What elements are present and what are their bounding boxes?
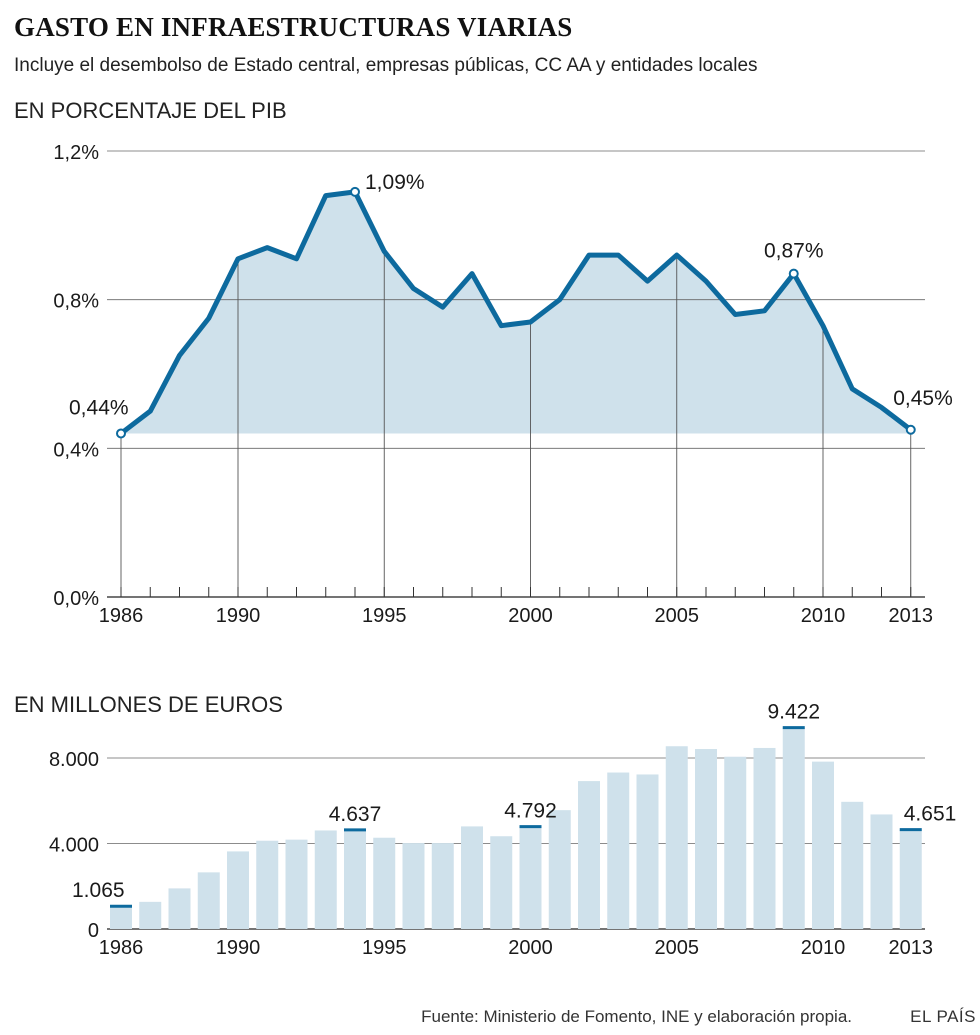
pib-xtick-label: 2013 — [889, 605, 934, 627]
euros-value-label: 4.792 — [504, 800, 557, 823]
pib-value-label: 0,87% — [764, 240, 824, 263]
euros-bar — [870, 814, 893, 929]
euros-xtick-label: 2000 — [508, 937, 553, 959]
euros-bar — [607, 772, 630, 929]
euros-section-label: EN MILLONES DE EUROS — [14, 692, 283, 717]
chart-subtitle: Incluye el desembolso de Estado central,… — [14, 55, 758, 76]
euros-bar — [724, 756, 747, 929]
euros-value-label: 4.637 — [329, 803, 382, 826]
euros-bar — [285, 839, 308, 929]
pib-point-marker — [905, 424, 916, 435]
euros-bar — [431, 843, 454, 929]
pib-ytick-label: 0,8% — [53, 291, 99, 313]
pib-point-marker — [116, 428, 126, 439]
pib-point-marker — [788, 268, 799, 279]
pib-value-label: 0,45% — [893, 387, 953, 410]
euros-bar — [402, 843, 425, 929]
euros-value-label: 1.065 — [72, 879, 125, 902]
pib-xtick-label: 1986 — [99, 605, 144, 627]
euros-bar — [665, 746, 688, 929]
pib-xtick-label: 1995 — [362, 605, 407, 627]
pib-value-label: 0,44% — [69, 396, 129, 419]
pib-ytick-label: 0,0% — [53, 588, 99, 610]
pib-ytick-label: 1,2% — [53, 142, 99, 164]
euros-bar — [373, 837, 396, 929]
euros-bar — [578, 781, 600, 929]
euros-bar — [841, 801, 864, 929]
euros-bar — [899, 829, 922, 929]
pib-xtick-label: 2010 — [801, 605, 846, 627]
pib-xtick-label: 2000 — [508, 605, 553, 627]
pib-line — [118, 189, 914, 436]
euros-bar — [636, 774, 659, 929]
euros-bar — [548, 810, 571, 929]
pib-value-label: 1,09% — [365, 171, 425, 194]
euros-bar — [461, 826, 483, 929]
pib-point-marker — [350, 186, 360, 197]
euros-bar — [782, 727, 805, 929]
euros-bar — [256, 840, 279, 929]
euros-bar — [519, 826, 542, 929]
euros-bar — [812, 761, 834, 929]
euros-ytick-label: 0 — [88, 920, 99, 942]
euros-bar — [753, 747, 776, 929]
euros-bar — [110, 906, 132, 929]
euros-xtick-label: 2013 — [889, 937, 934, 959]
euros-xtick-label: 1986 — [99, 937, 144, 959]
euros-bar — [168, 888, 191, 929]
euros-bar — [139, 901, 162, 929]
euros-bar — [344, 829, 366, 929]
pib-xtick-label: 1990 — [216, 605, 261, 627]
source-note: Fuente: Ministerio de Fomento, INE y ela… — [421, 1007, 852, 1026]
euros-ytick-label: 8.000 — [49, 749, 99, 771]
pib-ytick-label: 0,4% — [53, 439, 99, 461]
euros-bar — [227, 851, 249, 929]
euros-xtick-label: 2010 — [801, 937, 846, 959]
euros-value-label: 9.422 — [767, 701, 820, 724]
euros-xtick-label: 1995 — [362, 937, 407, 959]
pib-section-label: EN PORCENTAJE DEL PIB — [14, 98, 287, 123]
euros-bar — [197, 872, 220, 929]
euros-bar — [490, 836, 513, 929]
euros-xtick-label: 1990 — [216, 937, 261, 959]
pib-xtick-label: 2005 — [655, 605, 700, 627]
euros-xtick-label: 2005 — [655, 937, 700, 959]
euros-bar — [314, 830, 337, 929]
euros-ytick-label: 4.000 — [49, 835, 99, 857]
euros-value-label: 4.651 — [904, 803, 957, 826]
chart-title: GASTO EN INFRAESTRUCTURAS VIARIAS — [14, 12, 573, 42]
euros-bar — [695, 749, 717, 929]
brand-logo: EL PAÍS — [910, 1007, 976, 1026]
pib-area — [121, 191, 911, 434]
